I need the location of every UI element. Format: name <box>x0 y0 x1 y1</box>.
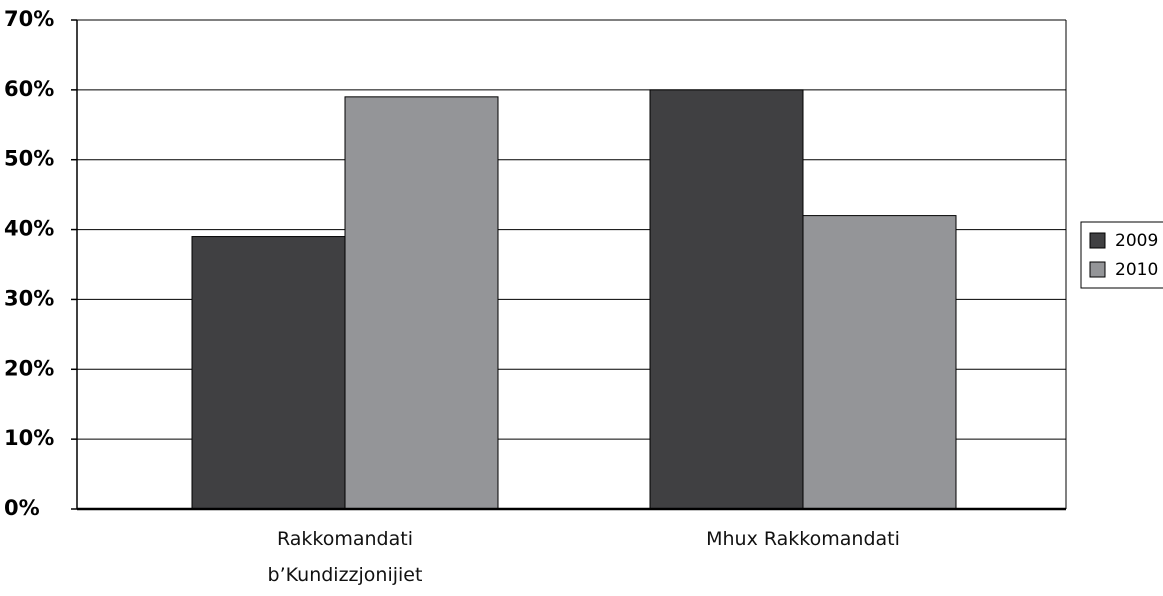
bar <box>191 236 346 510</box>
y-tick-label: 50% <box>4 147 54 171</box>
legend-swatch <box>1089 261 1106 278</box>
y-tick-label: 40% <box>4 217 54 241</box>
x-tick-label: Rakkomandati b’Kundizzjonijiet <box>267 528 423 586</box>
y-tick-label: 70% <box>4 7 54 31</box>
y-tick-label: 0% <box>4 496 40 520</box>
bar <box>649 89 804 510</box>
legend-swatch <box>1089 232 1106 249</box>
y-tick-label: 60% <box>4 77 54 101</box>
bar <box>344 96 499 510</box>
y-tick-label: 10% <box>4 426 54 450</box>
y-tick-label: 30% <box>4 286 54 310</box>
legend-label: 2009 <box>1115 231 1158 251</box>
legend-label: 2010 <box>1115 260 1158 280</box>
y-tick-label: 20% <box>4 356 54 380</box>
bar <box>802 215 957 510</box>
x-tick-label: Mhux Rakkomandati <box>706 528 900 550</box>
